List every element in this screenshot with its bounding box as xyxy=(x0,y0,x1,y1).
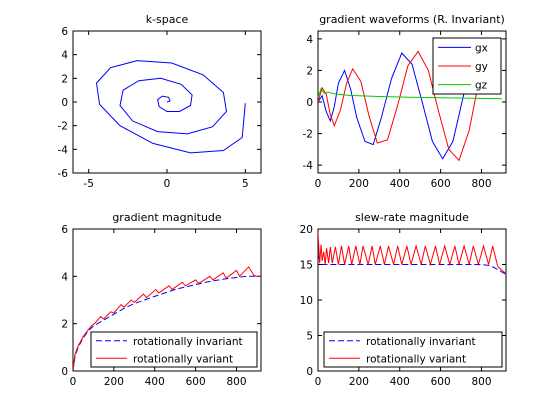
x-tick-label: 600 xyxy=(186,376,206,388)
y-tick-label: 2 xyxy=(306,65,313,77)
y-tick-label: 4 xyxy=(61,271,68,283)
legend-label: rotationally variant xyxy=(366,353,466,365)
y-tick-label: 0 xyxy=(306,97,313,109)
y-tick-label: -4 xyxy=(303,160,314,172)
legend-label: rotationally invariant xyxy=(133,336,243,348)
chart-title: slew-rate magnitude xyxy=(355,211,469,224)
legend: gx gy gz xyxy=(432,37,502,95)
y-tick-label: 4 xyxy=(61,50,68,62)
x-tick-label: 0 xyxy=(315,178,322,190)
series-line-gx xyxy=(318,42,495,160)
x-tick-label: 200 xyxy=(349,376,369,388)
x-tick-label: 800 xyxy=(226,376,246,388)
series-line-rotationally-invariant xyxy=(73,275,257,371)
series-line-spiral xyxy=(95,60,246,154)
subplot-1: k-space -5 0 5 -6 -4 -2 0 2 4 6 xyxy=(58,13,262,190)
x-tick-label: 0 xyxy=(164,178,171,190)
series-line-rotationally-invariant xyxy=(318,246,506,275)
subplot-2: gradient waveforms (R. Invariant) 0 200 400… xyxy=(303,13,507,190)
subplot-3: gradient magnitude 0 200 400 600 800 0 2 4 6 rotat… xyxy=(61,211,262,388)
x-tick-label: 600 xyxy=(431,376,451,388)
legend-label: gx xyxy=(475,42,488,54)
y-tick-label: 6 xyxy=(61,224,68,236)
y-tick-label: 0 xyxy=(306,366,313,378)
x-tick-label: 400 xyxy=(145,376,165,388)
y-tick-label: 5 xyxy=(306,331,313,343)
x-tick-label: 5 xyxy=(242,178,249,190)
legend-label: rotationally variant xyxy=(133,353,233,365)
legend: rotationally invariant rotationally varia… xyxy=(323,331,503,368)
legend-box xyxy=(90,331,258,368)
series-line-rotationally-variant xyxy=(73,266,261,371)
x-tick-label: -5 xyxy=(83,178,93,190)
x-tick-label: 400 xyxy=(390,178,410,190)
y-tick-label: -6 xyxy=(58,168,69,180)
y-tick-label: -2 xyxy=(58,121,68,133)
subplot-4: slew-rate magnitude 0 200 400 600 800 0 5 10 15 20… xyxy=(300,211,507,388)
y-tick-label: 0 xyxy=(61,366,68,378)
x-tick-label: 200 xyxy=(104,376,124,388)
chart-title: gradient waveforms (R. Invariant) xyxy=(319,13,505,26)
plot-area xyxy=(95,60,246,154)
series-line-gz xyxy=(318,87,502,100)
x-tick-label: 800 xyxy=(471,178,491,190)
x-tick-label: 0 xyxy=(70,376,77,388)
x-tick-label: 800 xyxy=(471,376,491,388)
series-line-rotationally-variant xyxy=(318,232,506,275)
y-tick-label: 20 xyxy=(300,224,313,236)
y-tick-label: 15 xyxy=(300,260,313,272)
legend: rotationally invariant rotationally varia… xyxy=(90,331,258,368)
legend-label: rotationally invariant xyxy=(366,336,476,348)
y-tick-label: -4 xyxy=(58,144,69,156)
plot-area xyxy=(318,232,506,275)
legend-label: gy xyxy=(475,61,488,73)
y-tick-label: 2 xyxy=(61,73,68,85)
y-tick-label: 2 xyxy=(61,319,68,331)
plot-area xyxy=(73,266,261,371)
y-tick-label: -2 xyxy=(303,129,313,141)
plot-area xyxy=(318,42,502,162)
legend-label: gz xyxy=(475,80,488,92)
chart-title: gradient magnitude xyxy=(112,211,222,224)
y-tick-label: 4 xyxy=(306,34,313,46)
x-tick-label: 600 xyxy=(431,178,451,190)
chart-title: k-space xyxy=(146,13,189,26)
legend-box xyxy=(323,331,503,368)
x-tick-label: 400 xyxy=(390,376,410,388)
y-tick-label: 6 xyxy=(61,26,68,38)
series-line-gy xyxy=(318,42,499,162)
x-tick-label: 200 xyxy=(349,178,369,190)
y-tick-label: 0 xyxy=(61,97,68,109)
x-tick-label: 0 xyxy=(315,376,322,388)
y-tick-label: 10 xyxy=(300,295,313,307)
